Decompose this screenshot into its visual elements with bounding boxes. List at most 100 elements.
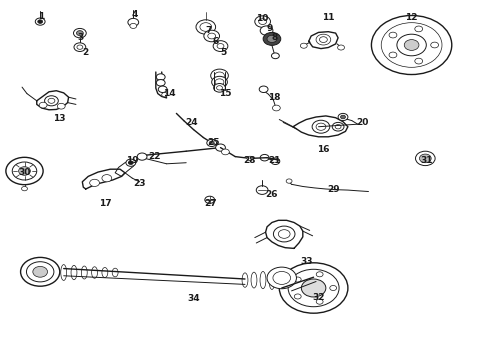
Circle shape (215, 72, 224, 79)
Circle shape (217, 86, 222, 90)
Circle shape (156, 80, 165, 86)
Circle shape (316, 299, 323, 304)
Circle shape (389, 32, 397, 38)
Circle shape (335, 125, 341, 129)
Circle shape (260, 26, 273, 35)
Text: 16: 16 (317, 145, 330, 154)
Circle shape (381, 23, 442, 67)
Circle shape (214, 84, 225, 92)
Circle shape (211, 69, 228, 82)
Circle shape (90, 179, 99, 186)
Circle shape (158, 86, 167, 93)
Circle shape (130, 23, 137, 28)
Circle shape (6, 157, 43, 185)
Text: 30: 30 (18, 168, 31, 177)
Text: 12: 12 (405, 13, 418, 22)
Circle shape (212, 76, 227, 88)
Circle shape (26, 262, 54, 282)
Text: 19: 19 (126, 156, 139, 165)
Text: 6: 6 (213, 37, 219, 46)
Text: 14: 14 (163, 89, 175, 98)
Circle shape (162, 93, 168, 97)
Circle shape (196, 20, 216, 34)
Text: 22: 22 (148, 152, 161, 161)
Text: 28: 28 (244, 156, 256, 165)
Circle shape (431, 42, 439, 48)
Circle shape (404, 40, 419, 50)
Circle shape (415, 26, 423, 32)
Circle shape (330, 285, 337, 291)
Circle shape (256, 186, 268, 194)
Circle shape (263, 32, 281, 45)
Circle shape (74, 43, 86, 51)
Text: 8: 8 (271, 33, 277, 42)
Text: 21: 21 (268, 156, 281, 165)
Circle shape (272, 105, 280, 111)
Text: 25: 25 (207, 138, 220, 147)
Circle shape (271, 158, 280, 165)
Circle shape (419, 154, 431, 163)
Circle shape (341, 115, 345, 119)
Text: 9: 9 (266, 24, 273, 33)
Text: 33: 33 (300, 256, 313, 265)
Circle shape (207, 139, 217, 147)
Circle shape (209, 141, 214, 145)
Circle shape (312, 120, 330, 133)
Circle shape (33, 266, 48, 277)
Circle shape (267, 267, 296, 289)
Circle shape (316, 272, 323, 277)
Circle shape (204, 30, 220, 42)
Text: 34: 34 (187, 294, 200, 303)
Circle shape (338, 45, 344, 50)
Text: 1: 1 (39, 12, 45, 21)
Text: 4: 4 (131, 10, 138, 19)
Text: 11: 11 (322, 13, 335, 22)
Circle shape (319, 37, 327, 42)
Circle shape (57, 103, 65, 109)
Circle shape (271, 53, 279, 59)
Circle shape (255, 16, 270, 27)
Circle shape (102, 175, 112, 182)
Circle shape (389, 52, 397, 58)
Circle shape (273, 271, 291, 284)
Circle shape (247, 156, 253, 161)
Circle shape (45, 96, 58, 106)
Circle shape (221, 149, 229, 155)
Text: 5: 5 (220, 48, 226, 57)
Circle shape (397, 34, 426, 56)
Circle shape (205, 196, 215, 203)
Circle shape (294, 294, 301, 299)
Circle shape (332, 122, 344, 131)
Circle shape (267, 35, 277, 42)
Text: 29: 29 (327, 184, 340, 194)
Circle shape (19, 167, 30, 175)
Text: 23: 23 (133, 179, 146, 188)
Circle shape (39, 102, 47, 108)
Text: 10: 10 (256, 14, 269, 23)
Circle shape (259, 86, 268, 93)
Circle shape (128, 18, 139, 26)
Circle shape (38, 20, 43, 23)
Text: 32: 32 (312, 292, 325, 302)
Circle shape (137, 153, 147, 160)
Text: 7: 7 (205, 26, 212, 35)
Text: 15: 15 (219, 89, 232, 98)
Circle shape (48, 98, 55, 103)
Circle shape (301, 279, 326, 297)
Circle shape (12, 162, 37, 180)
Text: 24: 24 (185, 118, 197, 127)
Circle shape (316, 34, 331, 45)
Circle shape (208, 33, 216, 39)
Text: 20: 20 (356, 118, 369, 127)
Circle shape (200, 23, 212, 31)
Circle shape (338, 113, 348, 121)
Circle shape (156, 74, 165, 80)
Circle shape (286, 179, 292, 183)
Circle shape (260, 154, 269, 161)
Text: 13: 13 (52, 114, 65, 123)
Text: 3: 3 (78, 33, 84, 42)
Circle shape (21, 257, 60, 286)
Circle shape (415, 58, 423, 64)
Circle shape (300, 43, 307, 48)
Circle shape (371, 15, 452, 75)
